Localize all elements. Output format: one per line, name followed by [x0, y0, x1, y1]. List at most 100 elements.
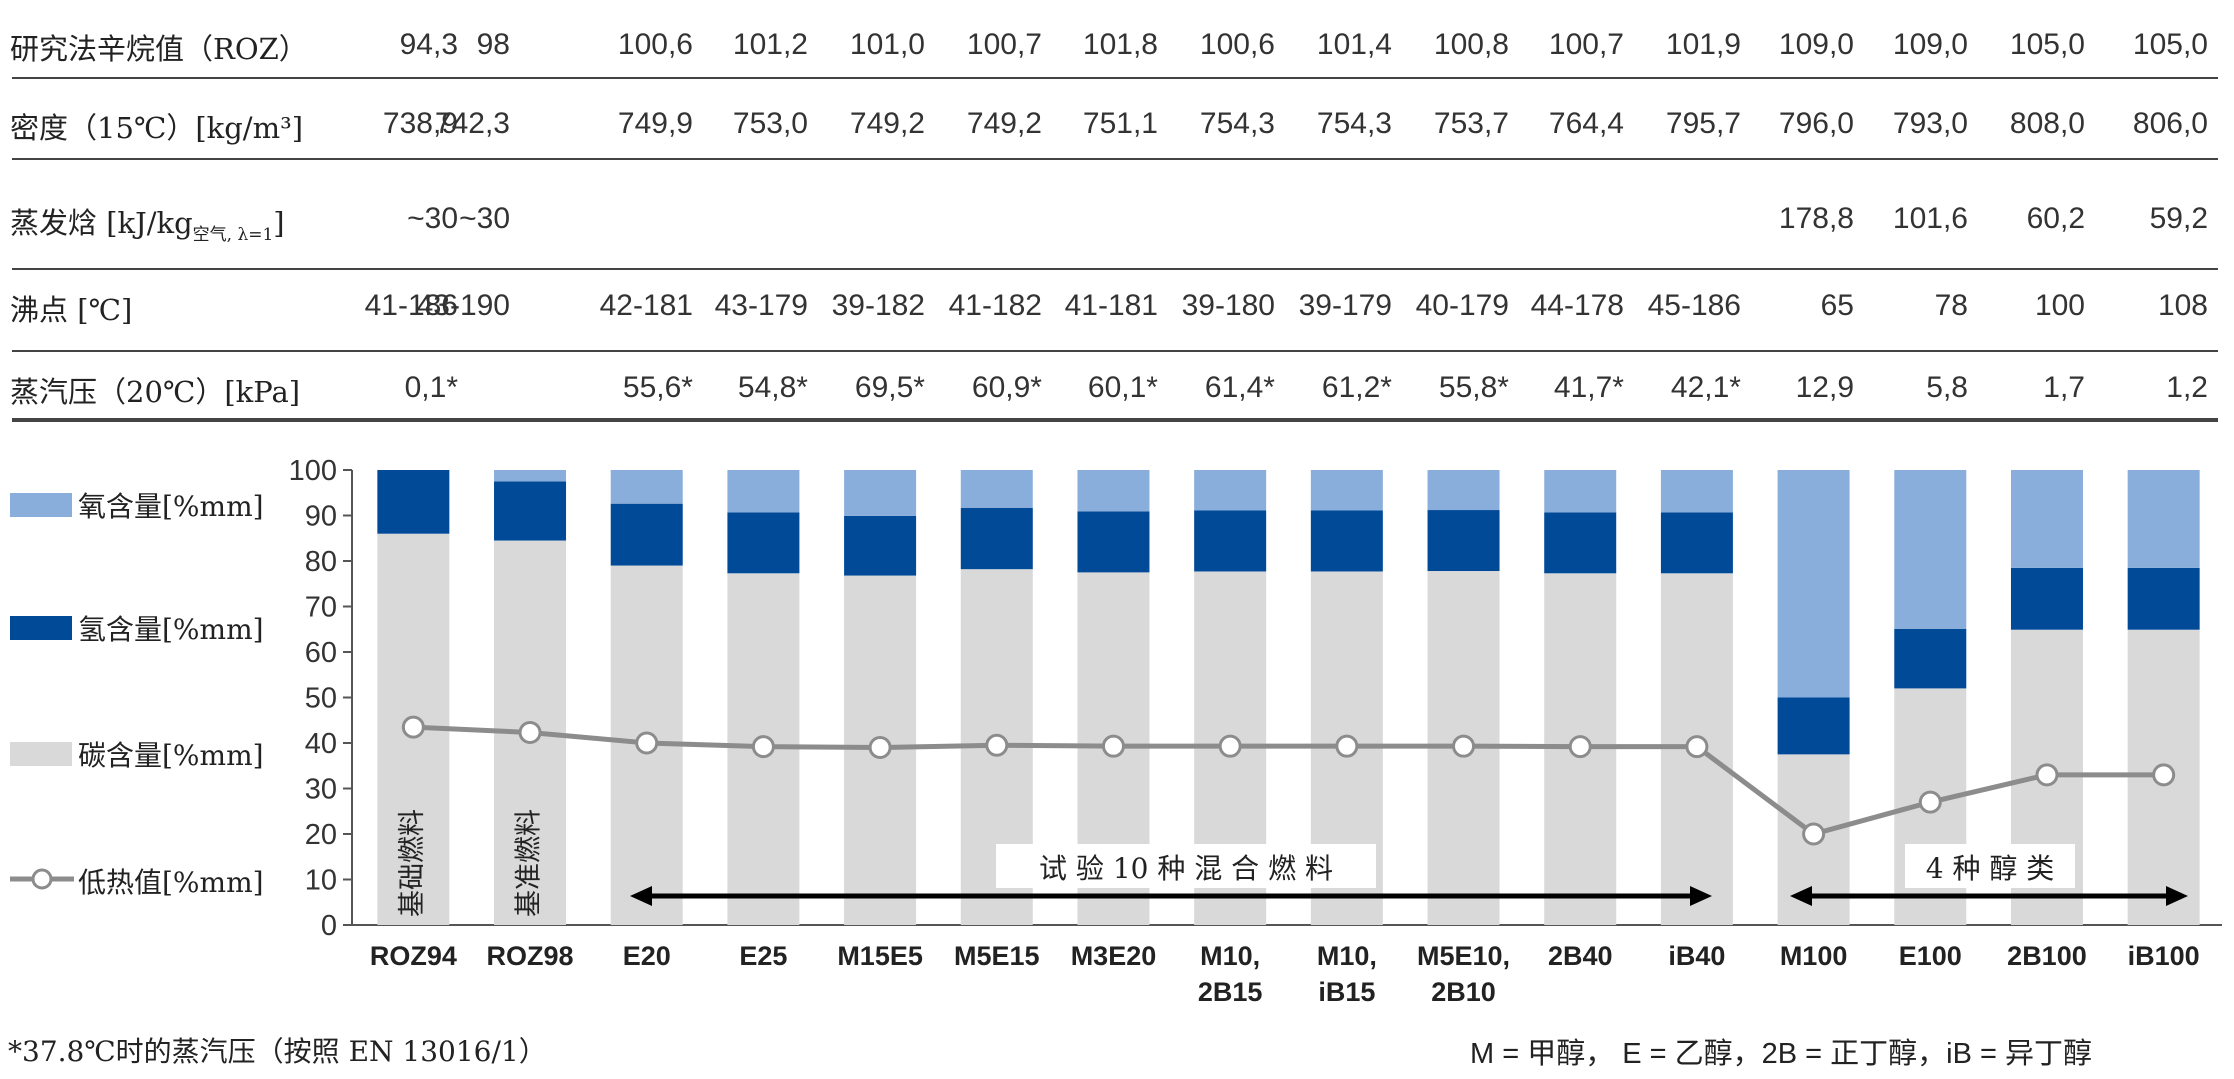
table-divider — [12, 350, 2218, 352]
lhv-point — [518, 721, 542, 745]
y-tick-label: 60 — [305, 637, 337, 669]
table-cell: 5,8 — [1926, 371, 1968, 404]
table-cell: 42-181 — [599, 289, 693, 322]
x-category-label: ROZ98 — [487, 941, 574, 971]
table-cell: 105,0 — [2009, 28, 2085, 61]
x-category-label: iB100 — [2128, 941, 2200, 971]
table-cell: 94,3 — [399, 28, 458, 61]
table-cell: 101,0 — [849, 28, 925, 61]
lhv-point — [868, 736, 892, 760]
legend-carbon-label: 碳含量[%mm] — [78, 739, 264, 772]
lhv-point — [1335, 734, 1359, 758]
bar-oxygen — [1777, 470, 1850, 698]
table-cell: 60,1* — [1087, 371, 1158, 404]
table-cell: 108 — [2157, 289, 2208, 322]
lhv-point — [635, 731, 659, 755]
lhv-point — [2152, 763, 2176, 787]
x-category-label: E25 — [739, 941, 787, 971]
x-category-label: E20 — [623, 941, 671, 971]
legend-hydrogen-label: 氢含量[%mm] — [78, 613, 264, 646]
bar-hydrogen — [727, 512, 800, 574]
table-cell: 749,2 — [966, 107, 1042, 140]
legend-oxygen-swatch — [10, 493, 72, 517]
bar-hydrogen — [2127, 567, 2200, 630]
table-cell: 753,0 — [732, 107, 808, 140]
x-category-label: M10, — [1317, 941, 1377, 971]
bar-hydrogen — [1427, 510, 1500, 572]
bar-oxygen — [1660, 470, 1733, 513]
table-cell: 61,2* — [1321, 371, 1392, 404]
bar-oxygen — [844, 470, 917, 516]
bar-oxygen — [1194, 470, 1267, 511]
table-cell: 793,0 — [1892, 107, 1968, 140]
x-category-label: iB15 — [1318, 977, 1375, 1007]
y-tick-label: 20 — [305, 819, 337, 851]
bar-oxygen — [960, 470, 1033, 508]
table-cell: 178,8 — [1778, 202, 1854, 235]
x-category-label: M10, — [1200, 941, 1260, 971]
x-category-label: 2B40 — [1548, 941, 1613, 971]
table-row-label: 沸点 [℃] — [10, 293, 133, 327]
table-cell: 100 — [2034, 289, 2085, 322]
bar-hydrogen — [960, 507, 1033, 570]
table-cell: 808,0 — [2009, 107, 2085, 140]
x-category-label: E100 — [1899, 941, 1962, 971]
table-cell: 751,1 — [1082, 107, 1158, 140]
table-cell: 69,5* — [854, 371, 925, 404]
fuel-properties-table: 研究法辛烷值（ROZ） 94,3 98 100,6 101,2 101,0 100,7 101… — [0, 0, 2234, 422]
table-cell: 100,6 — [1199, 28, 1275, 61]
row-label-end: ] — [273, 206, 285, 240]
table-cell: 61,4* — [1204, 371, 1275, 404]
x-category-label: 2B15 — [1198, 977, 1263, 1007]
y-tick-label: 10 — [305, 865, 337, 897]
x-category-label: ROZ94 — [370, 941, 457, 971]
table-cell: 59,2 — [2149, 202, 2208, 235]
x-category-label: M5E10, — [1417, 941, 1510, 971]
table-cell: 806,0 — [2132, 107, 2208, 140]
bar-oxygen — [610, 470, 683, 504]
lhv-point — [1218, 734, 1242, 758]
table-row-label: 蒸发焓 [kJ/kg空气, λ=1] — [10, 200, 285, 245]
alcohols-arrow-right-head — [2166, 886, 2188, 906]
table-divider — [12, 77, 2218, 79]
table-row-label: 研究法辛烷值（ROZ） — [10, 32, 308, 66]
bar-oxygen — [2010, 470, 2083, 568]
lhv-point — [751, 735, 775, 759]
table-cell: 795,7 — [1665, 107, 1741, 140]
table-cell: 65 — [1820, 289, 1854, 322]
table-cell: 45-186 — [1647, 289, 1741, 322]
table-cell: 41-182 — [948, 289, 1042, 322]
table-cell: 1,7 — [2043, 371, 2085, 404]
table-cell: 764,4 — [1548, 107, 1624, 140]
table-cell: 100,6 — [617, 28, 693, 61]
y-tick-label: 30 — [305, 774, 337, 806]
composition-chart: 0 10 20 30 40 50 60 70 80 90 100 ROZ94 ROZ98 E20 E25 M1… — [289, 455, 2222, 1007]
table-cell: 60,9* — [971, 371, 1042, 404]
table-cell: 39-180 — [1181, 289, 1275, 322]
bar-oxygen — [1077, 470, 1150, 512]
table-divider — [12, 158, 2218, 160]
legend-line-marker-icon — [10, 868, 74, 890]
x-category-label: M5E15 — [954, 941, 1040, 971]
lhv-point — [1101, 734, 1125, 758]
y-tick-label: 50 — [305, 683, 337, 715]
bar-hydrogen — [1310, 510, 1383, 572]
table-cell: 98 — [476, 28, 510, 61]
table-cell: 105,0 — [2132, 28, 2208, 61]
legend-hydrogen-swatch — [10, 616, 72, 640]
lhv-point — [1452, 734, 1476, 758]
lhv-point — [401, 715, 425, 739]
lhv-point — [2035, 763, 2059, 787]
table-cell: 754,3 — [1316, 107, 1392, 140]
bar-oxygen — [1427, 470, 1500, 511]
lhv-point — [1568, 735, 1592, 759]
bar-hydrogen — [1660, 512, 1733, 574]
table-cell: 12,9 — [1795, 371, 1854, 404]
x-category-label: M3E20 — [1071, 941, 1157, 971]
bar-oxygen — [1544, 470, 1617, 513]
table-cell: 41-186 — [364, 289, 458, 322]
mixtures-arrow-left-head — [630, 886, 652, 906]
footnote: *37.8℃时的蒸汽压（按照 EN 13016/1） — [8, 1035, 547, 1068]
table-cell: 109,0 — [1778, 28, 1854, 61]
ref-fuel-label: 基准燃料 — [514, 809, 545, 917]
